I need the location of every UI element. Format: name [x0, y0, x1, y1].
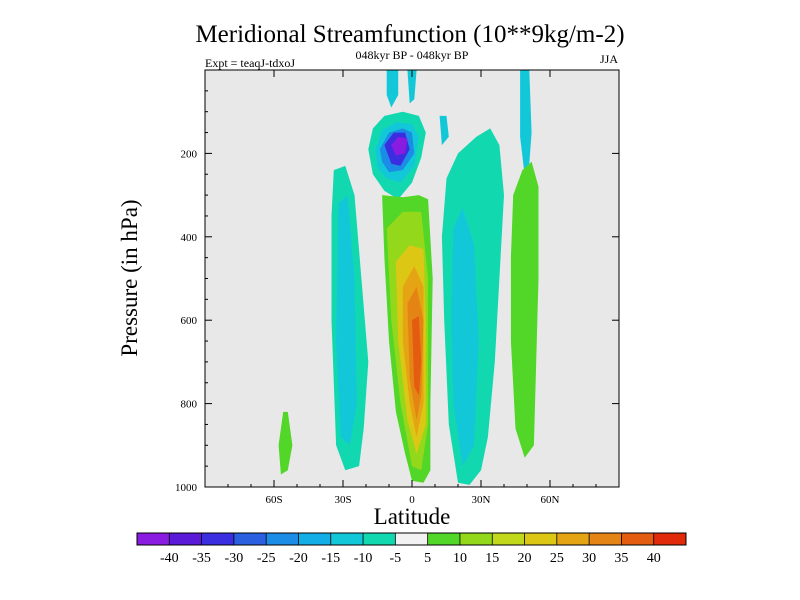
colorbar-swatch: [556, 533, 590, 545]
colorbar-swatch: [492, 533, 525, 545]
colorbar-label: 35: [614, 551, 628, 566]
colorbar-label: 30: [582, 551, 596, 566]
y-tick-label: 600: [181, 315, 198, 327]
colorbar-label: 15: [485, 551, 499, 566]
contour-level--10: [520, 70, 532, 196]
contour-level-10: [510, 161, 539, 458]
colorbar-label: 5: [424, 551, 431, 566]
colorbar-swatch: [266, 533, 299, 545]
colorbar-swatch: [201, 533, 235, 545]
colorbar-swatch: [589, 533, 622, 545]
y-tick-label: 800: [181, 399, 198, 411]
x-tick-label: 60N: [541, 494, 560, 506]
colorbar-label: -25: [257, 551, 276, 566]
colorbar-swatch: [330, 533, 364, 545]
colorbar-label: -30: [225, 551, 244, 566]
colorbar-swatch: [169, 533, 202, 545]
chart-title: Meridional Streamfunction (10**9kg/m-2): [195, 21, 624, 48]
colorbar-label: 25: [550, 551, 564, 566]
colorbar-swatch: [459, 533, 493, 545]
x-tick-label: 0: [409, 494, 415, 506]
colorbar: -40 -35 -30 -25 -20 -15 -10 -5 5 10 15 20 25 30 35 40: [136, 532, 687, 566]
colorbar-swatch: [621, 533, 655, 545]
axes: 60S 30S 0 30N 60N 200 400 600 800 1000: [175, 70, 619, 506]
colorbar-label: -5: [390, 551, 402, 566]
x-axis-label: Latitude: [374, 504, 451, 529]
colorbar-frame: [136, 532, 687, 546]
colorbar-label: -40: [160, 551, 179, 566]
x-tick-label: 60S: [265, 494, 282, 506]
colorbar-label: -10: [354, 551, 373, 566]
y-tick-label: 400: [181, 232, 198, 244]
colorbar-swatch: [524, 533, 558, 545]
colorbar-label: -20: [289, 551, 308, 566]
x-tick-label: 30N: [472, 494, 491, 506]
colorbar-label: 40: [647, 551, 661, 566]
colorbar-label: -15: [321, 551, 340, 566]
experiment-label: Expt = teaqJ-tdxoJ: [205, 56, 295, 70]
contour-level--40: [391, 136, 408, 156]
x-tick-label: 30S: [334, 494, 351, 506]
colorbar-swatch: [298, 533, 332, 545]
y-axis-label: Pressure (in hPa): [117, 199, 142, 356]
colorbar-label: 10: [453, 551, 467, 566]
colorbar-swatch: [653, 533, 687, 545]
chart-subtitle: 048kyr BP - 048kyr BP: [356, 48, 469, 62]
colorbar-swatch: [427, 533, 461, 545]
contour-level--10: [386, 70, 399, 108]
contour-level--10: [439, 115, 449, 146]
colorbar-swatch: [363, 533, 396, 545]
contour-level-10: [278, 411, 293, 475]
contour-field: [278, 70, 539, 485]
season-label: JJA: [600, 52, 618, 66]
y-tick-label: 1000: [175, 482, 198, 494]
colorbar-label: 20: [518, 551, 532, 566]
contour-level-35: [412, 316, 422, 396]
colorbar-swatch: [137, 533, 170, 545]
y-tick-label: 200: [181, 148, 198, 160]
colorbar-label: -35: [192, 551, 211, 566]
colorbar-swatch: [233, 533, 267, 545]
contour-level--15: [336, 195, 357, 446]
colorbar-swatch: [395, 533, 429, 545]
contour-level--10: [407, 70, 417, 104]
contour-level--15: [451, 207, 479, 467]
